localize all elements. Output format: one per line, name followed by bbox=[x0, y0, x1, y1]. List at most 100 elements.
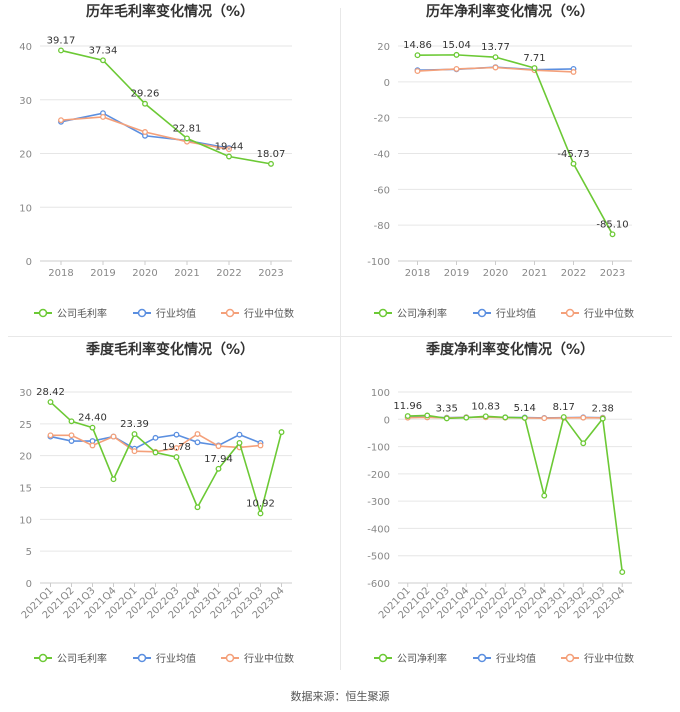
data-point-median bbox=[194, 431, 201, 437]
legend-item-median: 行业中位数 bbox=[561, 652, 634, 665]
data-point-median bbox=[257, 442, 264, 449]
legend-item-avg: 行业均值 bbox=[473, 652, 536, 665]
legend-label: 行业中位数 bbox=[584, 307, 634, 320]
x-tick-label: 2023 bbox=[600, 268, 625, 279]
data-label: 11.96 bbox=[393, 401, 422, 412]
y-tick-label: -400 bbox=[367, 524, 390, 535]
legend-label: 公司净利率 bbox=[397, 652, 447, 665]
y-tick-label: 20 bbox=[377, 42, 390, 53]
y-tick-label: -80 bbox=[374, 221, 390, 232]
data-point-median bbox=[492, 64, 499, 71]
data-point-company bbox=[560, 414, 567, 421]
data-point-company bbox=[89, 424, 96, 431]
legend-item-avg: 行业均值 bbox=[133, 652, 196, 665]
y-tick-label: 30 bbox=[19, 96, 32, 107]
y-tick-label: 0 bbox=[26, 579, 32, 590]
legend-swatch-marker bbox=[38, 308, 48, 318]
data-point-company bbox=[521, 414, 528, 421]
data-point-median bbox=[100, 113, 106, 120]
legend-label: 行业中位数 bbox=[244, 307, 294, 320]
y-tick-label: -300 bbox=[367, 497, 390, 508]
chart-title: 季度毛利率变化情况（%） bbox=[85, 341, 254, 358]
legend-item-company: 公司毛利率 bbox=[34, 307, 107, 320]
data-point-median bbox=[453, 65, 460, 72]
data-point-median bbox=[414, 68, 421, 75]
data-point-company bbox=[443, 415, 450, 422]
y-tick-label: -500 bbox=[367, 552, 390, 563]
series-line-company bbox=[407, 414, 624, 573]
y-tick-label: 10 bbox=[19, 515, 32, 526]
data-point-company bbox=[541, 492, 548, 499]
legend-item-avg: 行业均值 bbox=[133, 307, 196, 320]
x-tick-label: 2018 bbox=[48, 268, 73, 279]
data-point-company bbox=[184, 135, 190, 142]
data-point-median bbox=[541, 415, 548, 422]
data-label: 5.14 bbox=[514, 403, 536, 414]
legend-item-median: 行业中位数 bbox=[221, 307, 294, 320]
data-point-company bbox=[502, 414, 509, 421]
data-point-avg bbox=[173, 431, 180, 438]
data-label: 22.81 bbox=[173, 123, 202, 134]
legend-item-median: 行业中位数 bbox=[561, 307, 634, 320]
data-label: 8.17 bbox=[553, 402, 575, 413]
data-point-company bbox=[58, 47, 64, 54]
legend-label: 公司毛利率 bbox=[57, 307, 107, 320]
data-label: 3.35 bbox=[436, 403, 458, 414]
x-tick-label: 2022 bbox=[216, 268, 241, 279]
legend-swatch-marker bbox=[378, 308, 388, 318]
data-point-company bbox=[424, 412, 431, 419]
data-label: 17.94 bbox=[204, 454, 233, 465]
data-point-median bbox=[58, 117, 64, 124]
data-label: 39.17 bbox=[47, 35, 76, 46]
data-point-median bbox=[68, 432, 75, 439]
data-point-median bbox=[226, 146, 232, 153]
data-label: 7.71 bbox=[523, 53, 545, 64]
chart-title: 季度净利率变化情况（%） bbox=[425, 341, 594, 358]
legend-swatch-marker bbox=[565, 308, 575, 318]
legend-item-company: 公司毛利率 bbox=[34, 652, 107, 665]
y-tick-label: 20 bbox=[19, 150, 32, 161]
y-tick-label: -20 bbox=[374, 114, 390, 125]
data-point-median bbox=[110, 433, 117, 440]
y-tick-label: 20 bbox=[19, 452, 32, 463]
y-tick-label: 25 bbox=[19, 420, 32, 431]
data-point-avg bbox=[68, 438, 75, 444]
series-line-company bbox=[417, 54, 614, 235]
y-tick-label: -200 bbox=[367, 470, 390, 481]
data-point-company bbox=[100, 57, 106, 64]
x-tick-label: 2023 bbox=[258, 268, 283, 279]
data-point-company bbox=[482, 413, 489, 420]
legend-label: 行业均值 bbox=[496, 652, 536, 665]
legend-label: 行业中位数 bbox=[584, 652, 634, 665]
data-point-company bbox=[599, 415, 606, 422]
data-label: 13.77 bbox=[481, 42, 510, 53]
vertical-divider bbox=[340, 8, 341, 670]
data-label: 28.42 bbox=[36, 387, 65, 398]
data-point-median bbox=[89, 442, 96, 449]
data-point-company bbox=[278, 429, 285, 436]
y-tick-label: 100 bbox=[371, 388, 390, 399]
data-point-avg bbox=[194, 439, 201, 446]
x-tick-label: 2020 bbox=[132, 268, 157, 279]
data-point-company bbox=[619, 569, 626, 576]
data-point-company bbox=[236, 439, 243, 446]
data-label: 10.83 bbox=[471, 401, 500, 412]
data-label: -85.10 bbox=[596, 219, 628, 230]
data-point-company bbox=[47, 399, 54, 406]
chart-panel-3: 季度毛利率变化情况（%）0510152025302021Q12021Q22021… bbox=[19, 341, 294, 665]
legend-label: 公司净利率 bbox=[397, 307, 447, 320]
data-label: 37.34 bbox=[89, 45, 118, 56]
series-line-company bbox=[49, 401, 283, 517]
data-point-company bbox=[194, 504, 201, 511]
data-label: 19.78 bbox=[162, 442, 191, 453]
data-label: 18.07 bbox=[257, 149, 286, 160]
data-label: -45.73 bbox=[557, 149, 589, 160]
data-point-company bbox=[110, 476, 117, 483]
y-tick-label: -60 bbox=[374, 185, 390, 196]
data-point-median bbox=[131, 448, 138, 455]
data-label: 14.86 bbox=[403, 40, 432, 51]
data-point-company bbox=[492, 54, 499, 61]
horizontal-divider bbox=[8, 336, 672, 337]
data-point-company bbox=[404, 413, 411, 419]
